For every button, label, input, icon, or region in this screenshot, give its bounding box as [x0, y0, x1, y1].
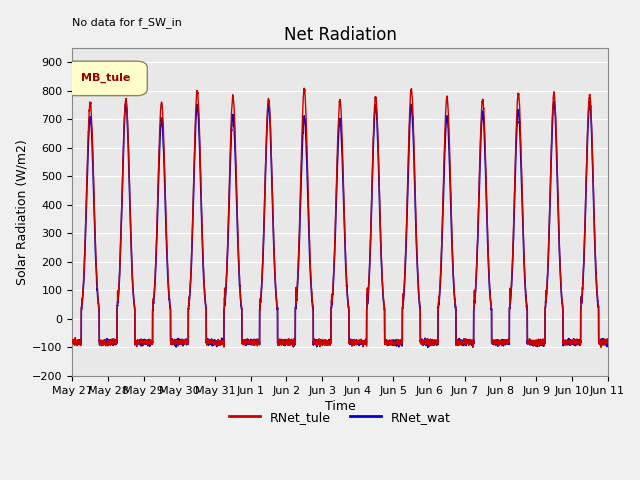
- RNet_wat: [430, 341, 438, 347]
- RNet_tule: [320, 341, 328, 347]
- RNet_wat: [603, 344, 611, 349]
- RNet_wat: [490, 340, 498, 346]
- RNet_tule: [430, 341, 438, 347]
- Text: No data for f_SW_in: No data for f_SW_in: [72, 17, 182, 28]
- X-axis label: Time: Time: [324, 400, 355, 413]
- RNet_wat: [320, 341, 328, 347]
- RNet_tule: [460, 338, 468, 344]
- RNet_tule: [597, 345, 605, 350]
- Line: RNet_tule: RNet_tule: [72, 88, 607, 348]
- Title: Net Radiation: Net Radiation: [284, 26, 396, 44]
- RNet_wat: [424, 344, 432, 350]
- FancyBboxPatch shape: [65, 61, 147, 96]
- RNet_wat: [164, 286, 172, 292]
- RNet_wat: [460, 338, 468, 344]
- Legend: RNet_tule, RNet_wat: RNet_tule, RNet_wat: [224, 406, 456, 429]
- Y-axis label: Solar Radiation (W/m2): Solar Radiation (W/m2): [15, 139, 28, 285]
- RNet_wat: [68, 337, 76, 343]
- RNet_tule: [603, 337, 611, 343]
- RNet_wat: [604, 336, 611, 342]
- Text: MB_tule: MB_tule: [81, 73, 131, 84]
- Line: RNet_wat: RNet_wat: [72, 101, 607, 347]
- RNet_tule: [604, 336, 611, 342]
- RNet_tule: [164, 284, 172, 289]
- RNet_wat: [586, 98, 593, 104]
- RNet_tule: [68, 340, 76, 346]
- RNet_tule: [490, 342, 498, 348]
- RNet_tule: [300, 85, 308, 91]
